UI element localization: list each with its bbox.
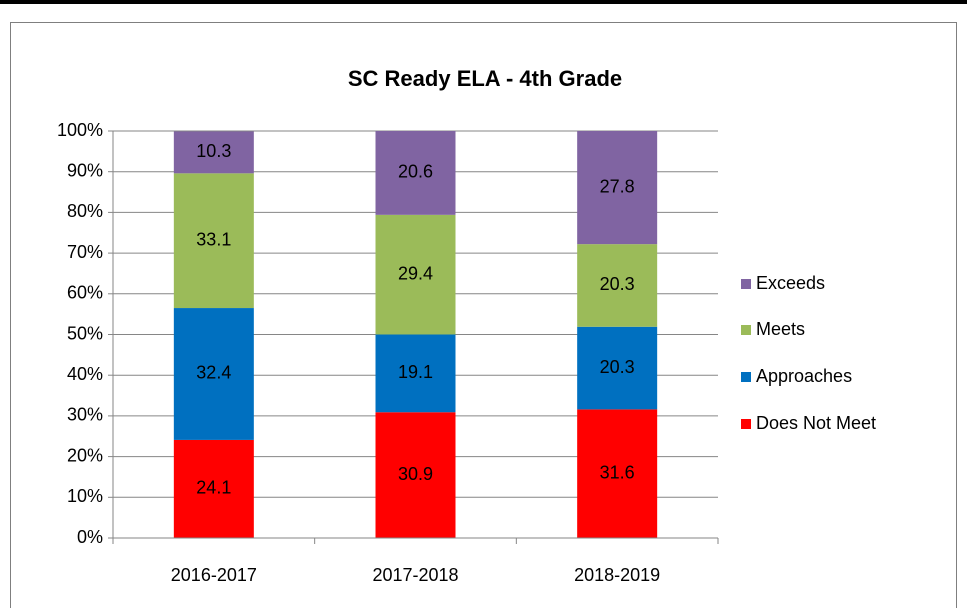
y-tick-label: 50% [67, 323, 103, 343]
y-tick-label: 30% [67, 405, 103, 425]
data-label: 29.4 [398, 263, 433, 283]
bar-segment [173, 131, 254, 174]
y-tick-label: 40% [67, 364, 103, 384]
legend-label: Exceeds [756, 273, 825, 293]
legend-label: Approaches [756, 366, 852, 386]
bar-segment [577, 244, 658, 327]
data-label: 33.1 [196, 229, 231, 249]
bar-segment [577, 409, 658, 538]
legend-swatch [741, 325, 751, 335]
x-tick-label: 2016-2017 [171, 565, 257, 585]
y-tick-label: 80% [67, 201, 103, 221]
x-tick-label: 2017-2018 [372, 565, 458, 585]
y-tick-label: 10% [67, 486, 103, 506]
data-label: 19.1 [398, 362, 433, 382]
chart-frame [10, 22, 957, 613]
y-tick-label: 20% [67, 445, 103, 465]
chart-title: SC Ready ELA - 4th Grade [348, 66, 622, 91]
legend-swatch [741, 419, 751, 429]
bar-segment [173, 439, 254, 538]
bar-segment [375, 412, 456, 538]
bar-segment [375, 214, 456, 335]
y-tick-label: 70% [67, 242, 103, 262]
legend-label: Meets [756, 319, 805, 339]
data-label: 20.3 [600, 274, 635, 294]
y-tick-label: 0% [77, 527, 103, 547]
data-label: 24.1 [196, 478, 231, 498]
bar-segment [577, 326, 658, 410]
data-label: 30.9 [398, 464, 433, 484]
data-label: 32.4 [196, 363, 231, 383]
legend-swatch [741, 279, 751, 289]
y-tick-label: 60% [67, 283, 103, 303]
y-tick-label: 100% [57, 120, 103, 140]
bar-segment [375, 131, 456, 215]
legend-swatch [741, 372, 751, 382]
x-tick-label: 2018-2019 [574, 565, 660, 585]
y-tick-label: 90% [67, 160, 103, 180]
data-label: 31.6 [600, 462, 635, 482]
bar-segment [173, 308, 254, 440]
data-label: 20.6 [398, 162, 433, 182]
data-label: 10.3 [196, 141, 231, 161]
top-rule [0, 0, 967, 4]
bar-segment [173, 173, 254, 309]
bar-segment [577, 131, 658, 245]
legend-label: Does Not Meet [756, 413, 876, 433]
bar-segment [375, 334, 456, 413]
data-label: 20.3 [600, 357, 635, 377]
data-label: 27.8 [600, 176, 635, 196]
